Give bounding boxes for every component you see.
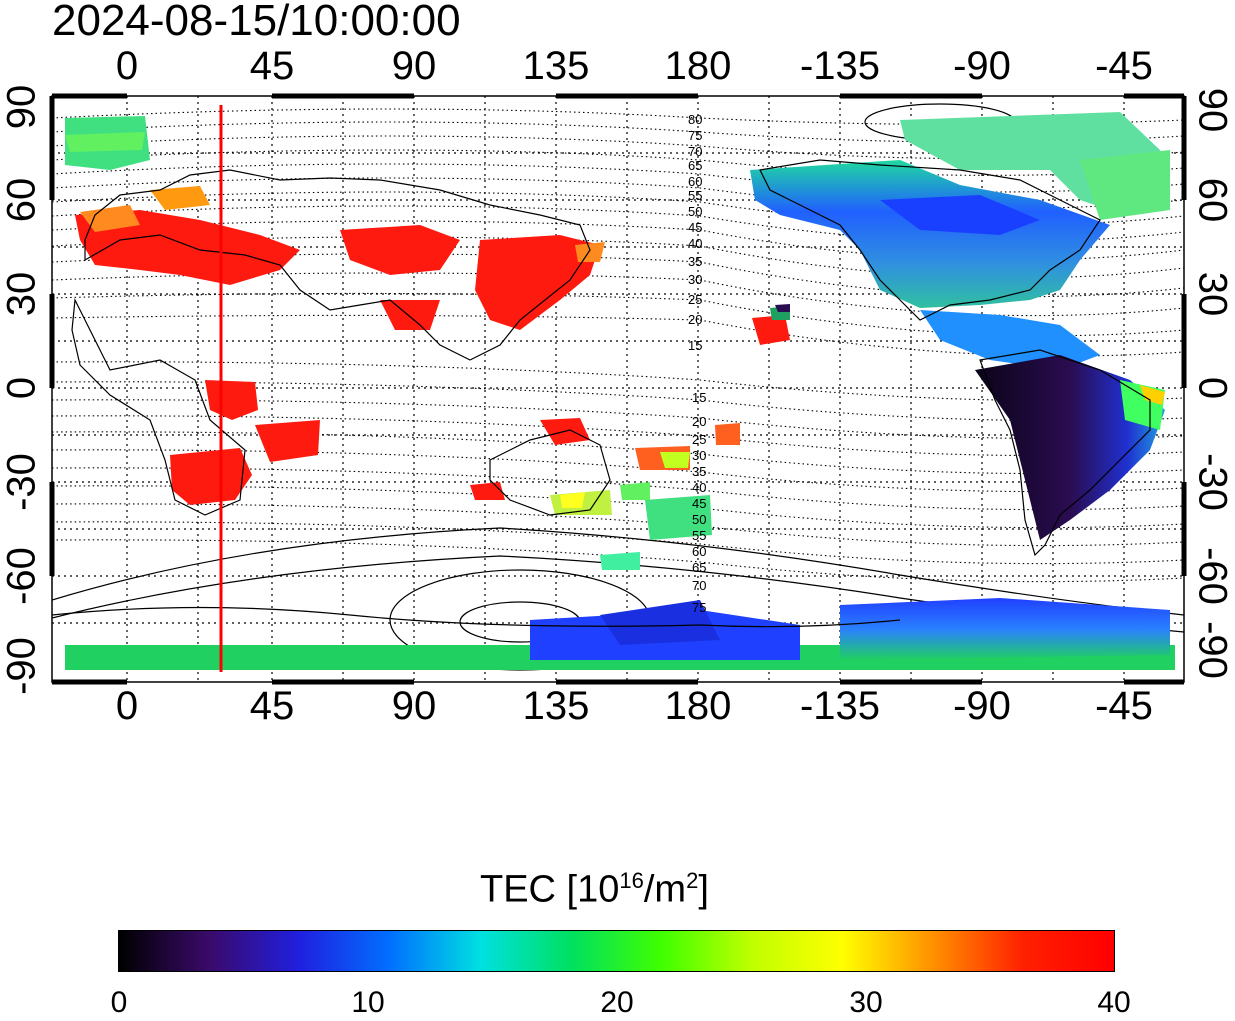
contour-label-n: 20 [688, 312, 702, 327]
contour-label-s: 50 [692, 512, 706, 527]
colorbar-label: 40 [1097, 986, 1131, 1019]
contour-label-n: 50 [688, 204, 702, 219]
lon-bottom-tick: 135 [522, 684, 590, 728]
contour-label-n: 25 [688, 292, 702, 307]
lon-top-tick: -90 [953, 44, 1011, 88]
colorbar-title-exp: 16 [619, 868, 644, 893]
lon-bottom-tick: -45 [1095, 684, 1153, 728]
north-america-tec [750, 160, 1110, 308]
lon-bottom-tick: 90 [391, 684, 437, 728]
contour-label-s: 55 [692, 528, 706, 543]
contour-label-s: 65 [692, 560, 706, 575]
axis-tick-marks [49, 93, 1187, 685]
contour-label-s: 75 [692, 600, 706, 615]
contour-label-n: 40 [688, 236, 702, 251]
contour-label-s: 45 [692, 496, 706, 511]
colorbar-label: 20 [600, 986, 634, 1019]
arctic-tec-patches [65, 112, 1170, 220]
colorbar-label: 10 [351, 986, 385, 1019]
lon-top-tick: 135 [522, 44, 590, 88]
contour-label-n: 35 [688, 254, 702, 269]
contour-labels: 80 75 70 65 60 55 50 45 40 35 30 25 20 1… [688, 112, 706, 615]
antarctic-tec-belt [65, 598, 1175, 670]
lon-bottom-tick: -90 [953, 684, 1011, 728]
lon-bottom-tick: -135 [799, 684, 881, 728]
contour-label-s: 25 [692, 432, 706, 447]
tec-map: 80 75 70 65 60 55 50 45 40 35 30 25 20 1… [49, 93, 1187, 685]
contour-label-n: 45 [688, 220, 702, 235]
lon-top-tick: -135 [799, 44, 881, 88]
colorbar-label: 0 [110, 986, 128, 1019]
contour-label-s: 30 [692, 448, 706, 463]
contour-label-n: 55 [688, 188, 702, 203]
contour-label-n: 70 [688, 144, 702, 159]
lon-top-tick: 45 [249, 44, 295, 88]
contour-label-s: 35 [692, 464, 706, 479]
lon-bottom-tick: 0 [115, 684, 139, 728]
lon-top-tick: 90 [391, 44, 437, 88]
lon-top-tick: -45 [1095, 44, 1153, 88]
south-america-tec [975, 355, 1165, 540]
lon-bottom-tick: 45 [249, 684, 295, 728]
lon-top-tick: 0 [115, 44, 139, 88]
colorbar-title-end: ] [698, 868, 709, 911]
contour-label-n: 80 [688, 112, 702, 127]
colorbar-label: 30 [849, 986, 883, 1019]
pacific-tec-patches [550, 304, 790, 570]
eurasia-africa-tec [75, 210, 600, 505]
colorbar-title-main: TEC [10 [480, 868, 620, 911]
contour-label-s: 15 [692, 390, 706, 405]
tec-colorbar [118, 930, 1115, 972]
contour-label-n: 65 [688, 158, 702, 173]
contour-label-s: 40 [692, 480, 706, 495]
colorbar-title-exp2: 2 [686, 868, 699, 893]
contour-label-s: 60 [692, 544, 706, 559]
colorbar-title: TEC [1016/m2] [480, 868, 709, 912]
colorbar-title-unit: /m [643, 868, 687, 911]
contour-label-n: 60 [688, 174, 702, 189]
lon-bottom-tick: 180 [664, 684, 732, 728]
contour-label-n: 30 [688, 272, 702, 287]
contour-label-n: 75 [688, 128, 702, 143]
contour-label-s: 70 [692, 578, 706, 593]
map-title: 2024-08-15/10:00:00 [52, 0, 461, 45]
contour-label-s: 20 [692, 414, 706, 429]
lon-top-tick: 180 [664, 44, 732, 88]
contour-label-n: 15 [688, 338, 702, 353]
